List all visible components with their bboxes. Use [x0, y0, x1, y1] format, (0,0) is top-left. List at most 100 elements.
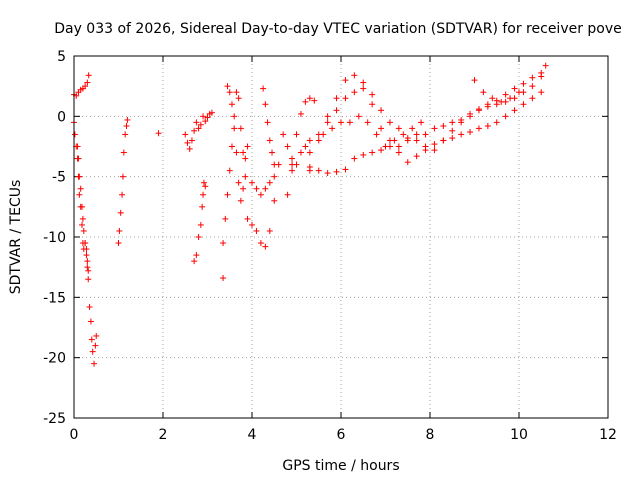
data-point: [182, 131, 189, 138]
data-point: [404, 135, 411, 142]
data-point: [311, 97, 318, 104]
data-point: [237, 197, 244, 204]
data-point: [224, 83, 231, 90]
data-point: [400, 131, 407, 138]
data-point: [71, 131, 78, 138]
data-point: [119, 173, 126, 180]
data-point: [369, 101, 376, 108]
data-point: [449, 119, 456, 126]
data-point: [493, 97, 500, 104]
data-points: [71, 62, 549, 367]
data-point: [228, 101, 235, 108]
data-point: [83, 246, 90, 253]
data-point: [89, 348, 96, 355]
data-point: [92, 342, 99, 349]
data-point: [220, 240, 227, 247]
data-point: [306, 149, 313, 156]
data-point: [511, 85, 518, 92]
x-tick-label: 6: [337, 427, 346, 443]
data-point: [458, 116, 465, 123]
data-point: [302, 143, 309, 150]
data-point: [471, 77, 478, 84]
data-point: [378, 125, 385, 132]
data-point: [155, 130, 162, 137]
data-point: [297, 149, 304, 156]
data-point: [84, 264, 91, 271]
data-point: [76, 173, 83, 180]
data-point: [395, 149, 402, 156]
data-point: [386, 119, 393, 126]
data-point: [351, 89, 358, 96]
data-point: [360, 79, 367, 86]
data-point: [260, 85, 267, 92]
grid-lines: [74, 56, 608, 418]
data-point: [235, 179, 242, 186]
data-point: [516, 89, 522, 96]
data-point: [431, 141, 438, 148]
data-point: [306, 137, 313, 144]
data-point: [342, 166, 349, 173]
data-point: [242, 173, 249, 180]
data-point: [75, 155, 82, 162]
data-point: [493, 119, 500, 126]
data-point: [360, 85, 367, 92]
data-point: [84, 79, 91, 86]
data-point: [184, 139, 191, 146]
data-point: [306, 164, 313, 171]
data-point: [475, 106, 482, 113]
x-tick-label: 4: [248, 427, 257, 443]
data-point: [333, 95, 340, 102]
data-point: [431, 147, 438, 154]
data-point: [293, 131, 300, 138]
data-point: [315, 167, 322, 174]
x-tick-label: 8: [426, 427, 435, 443]
data-point: [271, 161, 278, 168]
data-point: [82, 83, 89, 90]
x-tick-label: 0: [70, 427, 79, 443]
plot-frame: [73, 55, 609, 419]
data-point: [83, 252, 90, 259]
data-point: [458, 131, 465, 138]
data-point: [224, 191, 231, 198]
data-point: [200, 113, 207, 120]
data-point: [208, 109, 215, 116]
data-point: [297, 110, 304, 117]
data-point: [257, 191, 264, 198]
x-tick-label: 12: [599, 427, 617, 443]
data-point: [409, 125, 416, 132]
data-point: [228, 143, 235, 150]
data-point: [529, 74, 536, 81]
data-point: [538, 69, 545, 76]
data-point: [186, 145, 193, 152]
data-point: [220, 275, 227, 282]
data-point: [502, 91, 509, 98]
data-point: [511, 107, 518, 114]
data-point: [418, 119, 425, 126]
data-point: [422, 131, 429, 138]
data-point: [440, 137, 447, 144]
data-point: [249, 221, 255, 228]
data-point: [195, 234, 202, 240]
data-point: [351, 72, 358, 79]
data-point: [197, 221, 204, 228]
data-point: [280, 131, 287, 138]
data-point: [120, 149, 127, 156]
data-point: [529, 95, 536, 102]
data-point: [269, 149, 276, 156]
data-point: [475, 125, 482, 132]
data-point: [315, 137, 322, 144]
data-point: [306, 95, 313, 102]
data-point: [364, 119, 371, 126]
data-point: [395, 143, 402, 150]
data-point: [188, 137, 195, 144]
data-point: [262, 185, 269, 192]
data-point: [82, 240, 89, 247]
data-point: [293, 161, 300, 168]
data-point: [413, 131, 420, 138]
data-point: [271, 197, 278, 204]
data-point: [507, 95, 514, 102]
data-point: [262, 101, 269, 108]
data-point: [191, 127, 198, 134]
data-point: [79, 215, 86, 222]
data-point: [84, 258, 91, 265]
